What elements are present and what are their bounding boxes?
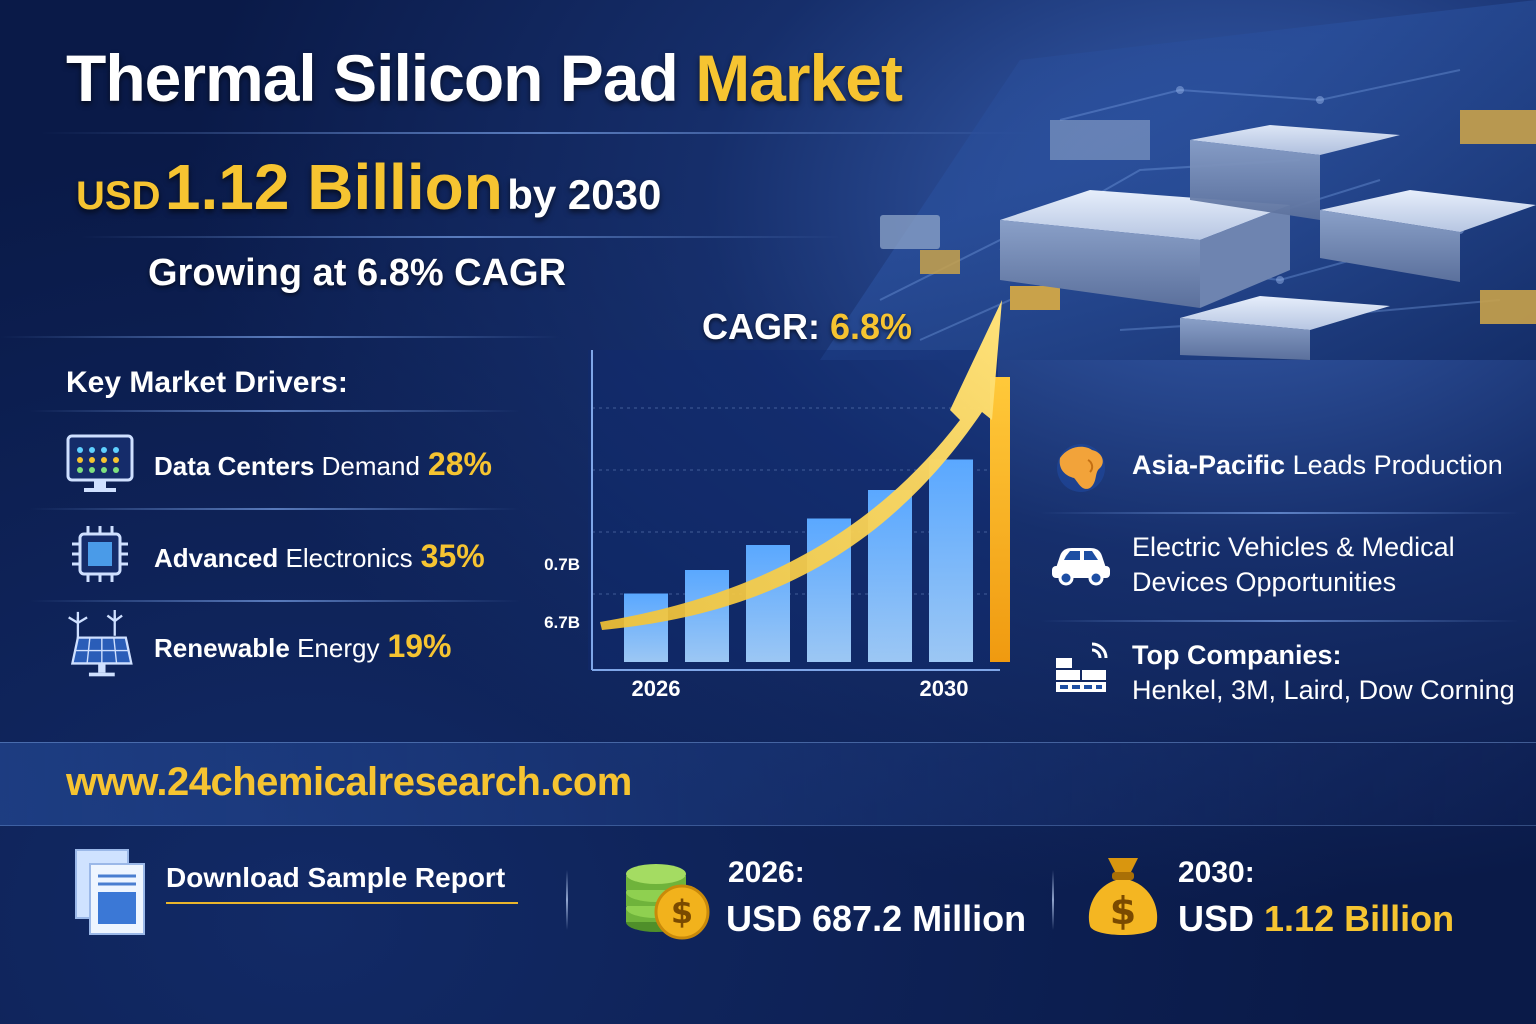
x-tick-label: 2030 xyxy=(920,676,969,701)
factory-icon xyxy=(1056,642,1108,692)
bar xyxy=(624,593,668,662)
document-icon xyxy=(75,849,145,935)
page-title: Thermal Silicon Pad Market xyxy=(66,40,903,116)
svg-text:$: $ xyxy=(1110,889,1136,933)
svg-text:$: $ xyxy=(671,893,693,931)
money-bag-icon: $ xyxy=(1088,858,1158,935)
growth-text: Growing at 6.8% CAGR xyxy=(148,252,567,294)
globe-icon xyxy=(1057,444,1105,492)
growth-arrow xyxy=(600,300,1002,630)
info-asia-pacific: Asia-Pacific Leads Production xyxy=(1048,438,1518,498)
info-ev-medical: Electric Vehicles & Medical Devices Oppo… xyxy=(1048,530,1518,604)
driver-data-centers: Data Centers Demand 28% xyxy=(62,428,532,498)
drivers-title: Key Market Drivers: xyxy=(66,366,348,399)
download-sample-report-link[interactable]: Download Sample Report xyxy=(166,862,506,893)
chip-icon xyxy=(72,526,128,582)
stat-2026-value: USD 687.2 Million xyxy=(726,898,1027,939)
bar xyxy=(929,459,973,662)
x-tick-label: 2026 xyxy=(632,676,681,701)
driver-advanced-electronics: Advanced Electronics 35% xyxy=(62,520,532,590)
driver-percent: 35% xyxy=(420,538,485,574)
y-tick-label: 0.7B xyxy=(544,555,580,574)
stat-2026-year: 2026: xyxy=(728,856,805,889)
driver-renewable-energy: Renewable Energy 19% xyxy=(62,610,532,680)
chart-title: CAGR: 6.8% xyxy=(702,306,913,347)
website-link[interactable]: www.24chemicalresearch.com xyxy=(66,760,632,804)
bar-2030 xyxy=(990,377,1010,662)
headline-currency: USD xyxy=(76,174,161,218)
title-highlight: Market xyxy=(695,41,903,115)
info-top-companies: Top Companies: Henkel, 3M, Laird, Dow Co… xyxy=(1048,638,1518,712)
url-banner xyxy=(0,742,1536,826)
download-underline xyxy=(166,902,518,904)
solar-panel-icon xyxy=(68,610,133,677)
headline-forecast: USD 1.12 Billion by 2030 xyxy=(76,150,661,224)
driver-percent: 19% xyxy=(387,628,452,664)
bar xyxy=(685,570,729,662)
title-main: Thermal Silicon Pad xyxy=(66,41,679,115)
info-text: Electric Vehicles & Medical Devices Oppo… xyxy=(1132,532,1455,597)
circuit-board-illustration xyxy=(820,0,1536,360)
car-icon xyxy=(1052,548,1110,586)
y-tick-label: 6.7B xyxy=(544,613,580,632)
headline-by-year: by 2030 xyxy=(507,171,662,218)
coins-icon: $ xyxy=(626,864,710,940)
driver-label: Advanced Electronics 35% xyxy=(154,538,485,574)
driver-label: Data Centers Demand 28% xyxy=(154,446,492,482)
info-text: Top Companies: Henkel, 3M, Laird, Dow Co… xyxy=(1132,640,1515,705)
driver-percent: 28% xyxy=(427,446,492,482)
stat-2030-year: 2030: xyxy=(1178,856,1255,889)
info-text: Asia-Pacific Leads Production xyxy=(1132,450,1503,480)
market-growth-chart: 0.7B 6.7B 2026 2030 xyxy=(544,300,1010,701)
stat-2030-value: USD 1.12 Billion xyxy=(1178,898,1455,939)
bar xyxy=(746,545,790,662)
headline-amount: 1.12 Billion xyxy=(164,151,503,223)
server-icon xyxy=(66,434,134,492)
driver-label: Renewable Energy 19% xyxy=(154,628,452,664)
